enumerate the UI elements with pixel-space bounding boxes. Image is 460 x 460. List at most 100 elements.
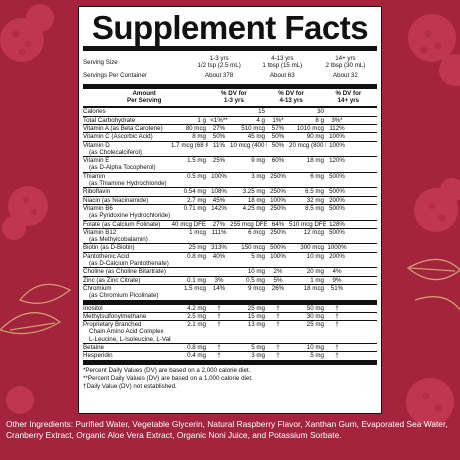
amount-cell: 20 mcg (800 IU) <box>289 141 326 149</box>
dv-cell: 4% <box>332 268 342 276</box>
dv-cell: 14% <box>212 284 226 292</box>
nutrient-name: Vitamin E <box>83 157 110 165</box>
table-row: Vitamin D (as Cholecalciferol) 1.7 mcg (68… <box>83 142 377 157</box>
amount-cell: 1 mcg <box>189 228 206 236</box>
nutrient-name: Zinc (as Zinc Citrate) <box>83 276 141 284</box>
amount-cell: 9 mcg <box>248 284 265 292</box>
table-row: Choline (as Choline Bitartrate) 10 mg 2% 20… <box>83 268 377 275</box>
amount-cell: 9 mg <box>251 157 265 165</box>
amount-cell: 25 mg <box>306 321 324 329</box>
dv-cell: 100% <box>329 141 345 149</box>
amount-cell: 20 mg <box>306 268 324 276</box>
dv-cell: 500% <box>329 204 345 212</box>
amount-cell: 0.8 mg <box>187 252 206 260</box>
dv-cell <box>267 108 289 115</box>
serving-size-value: 1 tbsp (15 mL) <box>262 62 303 70</box>
dv-cell: 120% <box>329 157 345 165</box>
amount-cell: 30 mg <box>306 312 324 320</box>
table-header: Amount Per Serving % DV for 1-3 yrs % DV… <box>83 89 377 106</box>
amount-cell: 4.2 mg <box>187 304 206 312</box>
amount-cell: 80 mcg <box>185 125 206 132</box>
amount-cell: 0.71 mg <box>183 204 206 212</box>
dv-cell: † <box>217 344 221 352</box>
dv-cell: 500% <box>270 244 286 252</box>
dv-cell: † <box>276 321 280 329</box>
dv-cell: 40% <box>212 252 226 260</box>
amount-cell: 1 g <box>197 116 206 124</box>
table-row: Vitamin E (as D-Alpha Tocopherol) 1.5 mg 25… <box>83 157 377 172</box>
dv-cell: 100% <box>329 133 345 141</box>
dv-cell: 27% <box>212 220 226 228</box>
nutrient-detail: (as D-Alpha Tocopherol) <box>89 164 156 172</box>
dv-cell: 500% <box>329 228 345 236</box>
amount-cell: 90 mg <box>306 133 324 141</box>
table-row: Betaine 0.8 mg † 5 mg † 10 mg † <box>83 344 377 351</box>
other-ingredients-table: Inositol 4.2 mg † 25 mg † 50 mg † Methylsulfony… <box>83 305 377 360</box>
amount-cell: 0.8 mg <box>187 344 206 352</box>
dv-cell: 45% <box>212 196 226 204</box>
nutrient-detail: (as Pyridoxine Hydrochloride) <box>89 212 171 220</box>
age-group: 4-13 yrs <box>271 55 294 62</box>
dv-cell <box>208 108 230 115</box>
amount-cell <box>171 108 208 115</box>
table-row: Hesperidin 0.4 mg † 3 mg † 5 mg † <box>83 352 377 359</box>
amount-cell: 150 mcg <box>241 244 265 252</box>
dv-cell: 313% <box>211 244 227 252</box>
table-row: Thiamin (as Thiamine Hydrochloride) 0.5 mg… <box>83 173 377 188</box>
dv-cell: † <box>276 312 280 320</box>
dv-cell: 27% <box>212 125 226 132</box>
serving-size-value: 2 tbsp (30 mL) <box>325 62 366 70</box>
amount-cell: 3 mg <box>251 172 265 180</box>
footnote: †Daily Value (DV) not established. <box>83 383 177 391</box>
amount-cell: 32 mg <box>306 196 324 204</box>
amount-cell: 1 mg <box>310 276 324 284</box>
table-row: Vitamin B6 (as Pyridoxine Hydrochloride) 0… <box>83 205 377 220</box>
amount-cell: 18 mg <box>306 157 324 165</box>
amount-cell: 4 g <box>256 116 265 124</box>
dv-cell: † <box>217 352 221 360</box>
dv-cell: 5% <box>273 276 283 284</box>
dv-cell: 1000% <box>327 244 347 252</box>
dv-cell: 9% <box>332 276 342 284</box>
dv-cell: 57% <box>271 125 285 132</box>
amount-cell: 45 mg <box>247 133 265 141</box>
dv-cell: 64% <box>271 220 285 228</box>
serving-size-row: Serving Size 1-3 yrs 1/2 tsp (2.5 mL) 4-… <box>83 55 377 69</box>
nutrient-detail: (as Thiamine Hydrochloride) <box>89 180 167 188</box>
dv-cell: <1%** <box>210 116 228 124</box>
dv-cell: 200% <box>329 196 345 204</box>
dv-cell: † <box>335 344 339 352</box>
dv-cell: † <box>335 321 339 329</box>
amount-cell: 8 mg <box>192 133 206 141</box>
nutrient-name: Folate (as Calcium Folinate) <box>83 220 161 228</box>
amount-cell: 0.1 mg <box>187 276 206 284</box>
nutrient-name: Inositol <box>83 304 103 312</box>
dv-cell: 51% <box>330 284 344 292</box>
nutrient-detail: Chain Amino Acid Complex <box>89 328 164 336</box>
panel-title: Supplement Facts <box>91 9 369 46</box>
nutrient-name: Chromium <box>83 284 112 292</box>
amount-cell <box>171 268 208 275</box>
nutrient-detail: (as D-Calcium Pantothenate) <box>89 260 169 268</box>
dv-cell: 60% <box>271 157 285 165</box>
amount-cell: 40 mcg DFE <box>171 220 206 228</box>
table-row: Calories 15 30 <box>83 108 377 115</box>
dv-cell: 111% <box>211 228 227 236</box>
dv-cell: 100% <box>270 252 286 260</box>
servings-per-container-value: About 378 <box>205 72 234 80</box>
dv-cell: 142% <box>211 204 227 212</box>
dv-cell: † <box>276 304 280 312</box>
header-age: 1-3 yrs <box>223 97 244 105</box>
dv-cell: 3%* <box>331 116 343 124</box>
amount-cell: 1.5 mg <box>187 157 206 165</box>
nutrient-name: Methylsulfonylmethane <box>83 312 147 320</box>
serving-size-label: Serving Size <box>83 59 118 66</box>
amount-cell: 6 mg <box>310 172 324 180</box>
age-group: 1-3 yrs <box>209 55 229 62</box>
servings-per-container-value: About 63 <box>269 72 295 80</box>
amount-cell: 10 mg <box>306 252 324 260</box>
amount-cell: 1010 mcg <box>296 125 324 132</box>
dv-cell: 250% <box>270 228 286 236</box>
nutrient-name: Vitamin D <box>83 141 110 149</box>
amount-cell: 510 mcg DFE <box>289 220 326 228</box>
